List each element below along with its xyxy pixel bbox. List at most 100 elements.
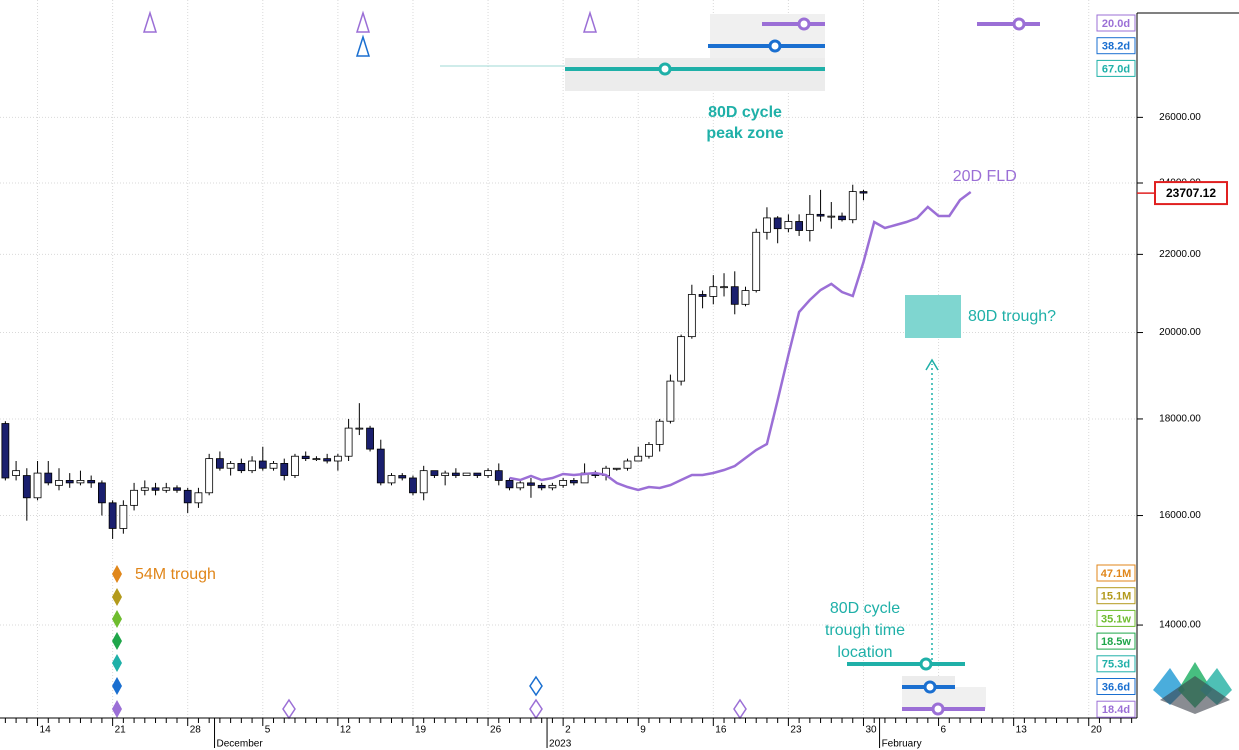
candle-body xyxy=(419,470,428,494)
diamond xyxy=(112,654,122,672)
plot xyxy=(1,184,972,539)
x-tick-label: 5 xyxy=(265,725,271,736)
candle-body xyxy=(848,191,857,221)
trough-diamonds xyxy=(112,565,747,720)
arrow-head xyxy=(925,358,939,371)
cycle-label: 67.0d xyxy=(1102,63,1130,75)
candle-body xyxy=(258,460,267,469)
cycle-trough xyxy=(919,657,933,671)
x-tick-label: 19 xyxy=(415,725,427,736)
candle-body xyxy=(76,480,85,484)
cycle-label-box xyxy=(1096,14,1136,32)
y-tick-label: 18000.00 xyxy=(1159,414,1201,425)
candle-body xyxy=(55,480,63,486)
logo xyxy=(1153,662,1232,714)
candle-body xyxy=(720,286,728,289)
candle-body xyxy=(226,463,235,469)
candle-body xyxy=(44,472,53,484)
candle-body xyxy=(494,470,503,481)
candle-body xyxy=(87,480,96,484)
candle-body xyxy=(645,443,653,457)
candle-body xyxy=(537,484,546,489)
x-tick-label: 16 xyxy=(715,725,727,736)
cycle-label-box xyxy=(1096,632,1136,650)
candle-body xyxy=(698,294,707,297)
cycle-label: 47.1M xyxy=(1101,568,1132,580)
candle-body xyxy=(301,455,310,460)
cycle-label-box xyxy=(1096,564,1136,582)
candle-body xyxy=(215,458,224,469)
candle-body xyxy=(741,290,750,305)
annotation: peak zone xyxy=(706,125,783,142)
annotation: 54M trough xyxy=(135,566,216,583)
candle-body xyxy=(183,489,192,504)
candle-body xyxy=(366,427,374,450)
candle-body xyxy=(473,472,482,476)
x-tick-label: 26 xyxy=(490,725,502,736)
candle-body xyxy=(312,458,321,461)
candle-body xyxy=(323,458,332,462)
candle-body xyxy=(773,217,782,230)
cycle-labels: 20.0d 38.2d 67.0d 47.1M 15.1M 35.1w 18.5w 75.3d… xyxy=(1096,14,1136,718)
candle-body xyxy=(752,231,761,291)
candle-body xyxy=(709,286,718,297)
candle-body xyxy=(634,455,643,462)
candle-body xyxy=(516,482,525,489)
price-label: 23707.12 xyxy=(1166,186,1216,200)
candle-body xyxy=(548,484,557,489)
cycle-label: 35.1w xyxy=(1101,613,1131,625)
candle-body xyxy=(569,480,578,484)
candle-body xyxy=(505,480,514,489)
candle-body xyxy=(280,463,289,476)
candle-body xyxy=(655,420,664,445)
candle-body xyxy=(205,458,214,494)
candle-body xyxy=(451,472,460,476)
cycle-marker xyxy=(582,10,598,33)
cycle-label: 18.5w xyxy=(1101,636,1131,648)
annotation: 80D cycle xyxy=(830,600,900,617)
candle-body xyxy=(409,477,417,494)
cycle-marker xyxy=(355,10,371,33)
x-tick-label: 2 xyxy=(565,725,571,736)
candle-body xyxy=(194,492,203,504)
x-tick-label: 6 xyxy=(941,725,947,736)
candle-body xyxy=(859,191,868,194)
diamond xyxy=(112,700,122,718)
candle-body xyxy=(248,460,256,472)
cycle-trough xyxy=(923,680,937,694)
y-tick-label: 20000.00 xyxy=(1159,327,1201,338)
candle-body xyxy=(763,217,771,233)
cycle-peak xyxy=(768,39,782,53)
candle-body xyxy=(484,470,492,476)
candle-body xyxy=(333,455,342,462)
candle-body xyxy=(838,215,846,221)
cycle-peak xyxy=(797,17,811,31)
candle-body xyxy=(805,213,814,231)
series-label: 20D FLD xyxy=(953,168,1017,185)
candle-body xyxy=(173,487,181,491)
price-marker xyxy=(1154,181,1228,206)
x-tick-label: 13 xyxy=(1016,725,1028,736)
candle-body xyxy=(816,213,825,217)
candle-body xyxy=(65,480,74,484)
cycle-label: 36.6d xyxy=(1102,681,1130,693)
x-tick-label: 23 xyxy=(790,725,802,736)
x-tick-label: 28 xyxy=(190,725,202,736)
candle-body xyxy=(623,460,632,469)
annotation: location xyxy=(837,644,892,661)
cycle-label-box xyxy=(1096,609,1136,627)
trough-zone xyxy=(905,295,961,338)
candle-body xyxy=(237,463,246,472)
cycle-marker xyxy=(142,10,158,33)
candle-body xyxy=(730,286,739,305)
candle-body xyxy=(441,472,450,476)
diamond xyxy=(529,675,543,697)
candle-body xyxy=(387,475,396,484)
candle-body xyxy=(677,336,686,382)
diamond xyxy=(112,610,122,628)
diamond xyxy=(112,565,122,583)
candle-body xyxy=(827,215,836,218)
candle-body xyxy=(687,294,696,338)
cycle-label: 20.0d xyxy=(1102,18,1130,30)
